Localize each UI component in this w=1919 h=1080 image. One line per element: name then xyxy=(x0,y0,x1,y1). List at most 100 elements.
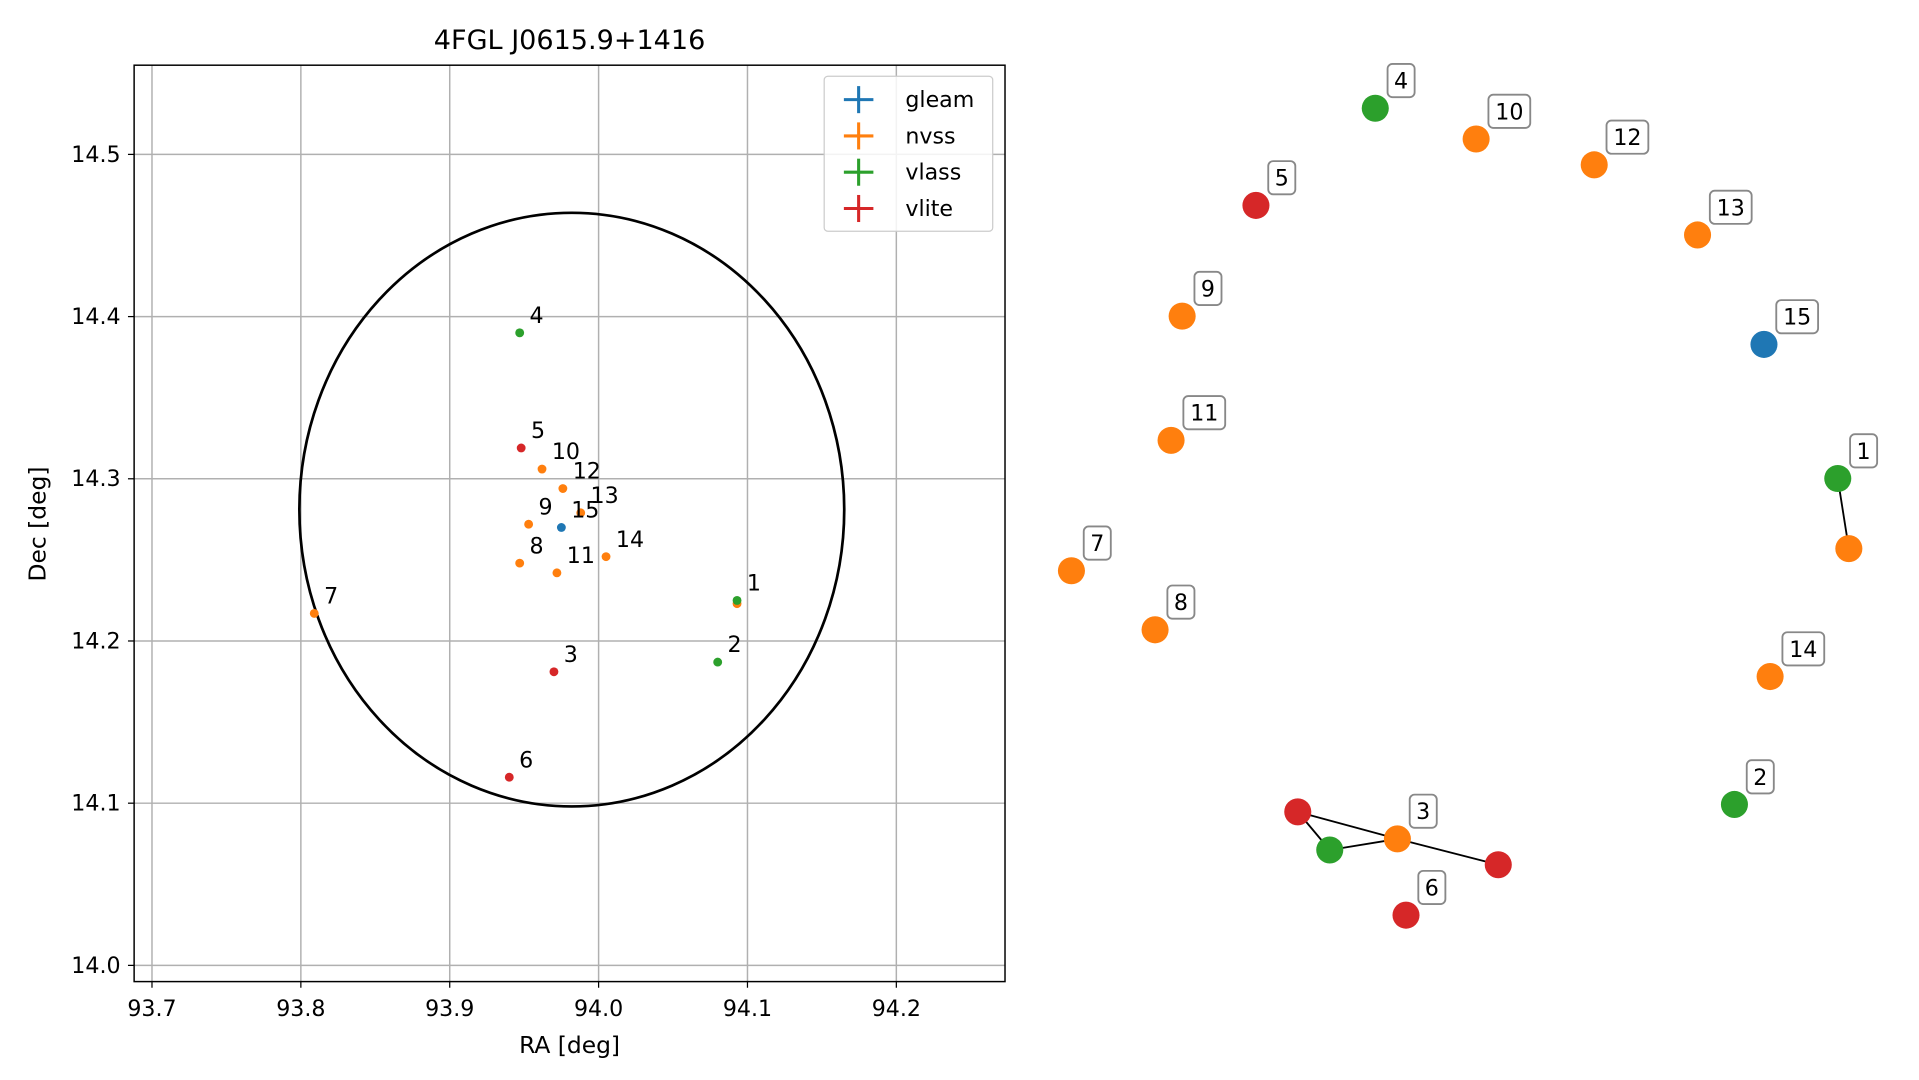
point-nvss xyxy=(552,568,562,578)
graph-node xyxy=(1824,464,1852,493)
graph-edge xyxy=(1397,838,1499,866)
graph-node-label: 5 xyxy=(1275,166,1289,192)
graph-node-label: 11 xyxy=(1190,401,1218,427)
point-label: 1 xyxy=(747,571,761,597)
y-tick-label: 14.3 xyxy=(71,466,120,492)
point-vlite xyxy=(504,772,514,782)
point-nvss xyxy=(537,464,547,474)
x-tick-label: 94.2 xyxy=(872,996,921,1022)
graph-node-label: 1 xyxy=(1857,439,1871,465)
point-label: 3 xyxy=(564,642,578,668)
point-label: 10 xyxy=(552,439,580,465)
legend-box xyxy=(823,75,994,232)
graph-node-label-box xyxy=(1166,584,1196,620)
graph-node xyxy=(1392,901,1420,929)
point-label: 14 xyxy=(616,527,644,553)
point-label: 2 xyxy=(728,632,742,658)
graph-node-label-box xyxy=(1193,270,1223,306)
point-nvss xyxy=(576,508,586,518)
graph-node-label: 12 xyxy=(1613,125,1641,151)
x-tick-label: 93.8 xyxy=(276,996,325,1022)
legend-label: gleam xyxy=(905,87,974,113)
x-tick-label: 94.1 xyxy=(723,996,772,1022)
legend-label: vlass xyxy=(905,160,961,186)
graph-node-label: 14 xyxy=(1789,637,1817,663)
point-label: 13 xyxy=(591,483,619,509)
graph-node-label: 3 xyxy=(1416,799,1430,825)
point-label: 9 xyxy=(538,494,552,520)
graph-node xyxy=(1057,557,1085,585)
graph-node xyxy=(1462,125,1490,153)
point-label: 5 xyxy=(531,418,545,444)
graph-node-label-box xyxy=(1408,793,1438,829)
point-label: 8 xyxy=(530,533,544,559)
graph-node-label: 2 xyxy=(1753,765,1767,791)
graph-node-label: 15 xyxy=(1783,305,1811,331)
graph-node-label: 7 xyxy=(1090,531,1104,557)
point-gleam xyxy=(556,523,566,532)
x-axis-label: RA [deg] xyxy=(519,1031,620,1059)
data-points xyxy=(309,328,742,782)
point-label: 6 xyxy=(519,747,533,773)
y-tick-label: 14.1 xyxy=(71,791,120,817)
graph-node xyxy=(1361,94,1389,122)
graph-node xyxy=(1750,330,1778,358)
graph-node-label-box xyxy=(1386,63,1416,99)
y-tick-label: 14.5 xyxy=(71,142,120,168)
axis-ticks: 93.7 93.8 93.9 94.0 94.1 94.2 14.0 14.1 14.2 14.3… xyxy=(71,142,921,1022)
graph-node xyxy=(1684,221,1712,249)
point-label: 7 xyxy=(324,584,338,610)
graph-node-label-box xyxy=(1745,759,1775,795)
graph-node xyxy=(1141,616,1169,644)
x-tick-label: 94.0 xyxy=(574,996,623,1022)
chart-title: 4FGL J0615.9+1416 xyxy=(434,25,705,56)
graph-node xyxy=(1835,535,1863,563)
legend: gleam nvss vlass vlite xyxy=(823,75,994,232)
axes-frame xyxy=(133,64,1006,983)
graph-node xyxy=(1157,426,1185,454)
graph-node-label-box xyxy=(1487,93,1532,129)
graph-node-label-box xyxy=(1267,160,1297,196)
graph-node-label-box xyxy=(1605,119,1650,155)
graph-node xyxy=(1316,836,1344,864)
point-nvss xyxy=(524,519,534,529)
graph-node-label-box xyxy=(1182,395,1227,431)
point-vlite xyxy=(549,667,559,677)
point-label: 11 xyxy=(567,543,595,569)
graph-node xyxy=(1580,151,1608,179)
point-vlass xyxy=(713,657,723,667)
graph-edge xyxy=(1297,810,1398,840)
y-tick-label: 14.2 xyxy=(71,628,120,654)
point-label: 4 xyxy=(530,303,544,329)
graph-node-label: 9 xyxy=(1201,276,1215,302)
graph-node-label: 13 xyxy=(1717,195,1745,221)
x-tick-label: 93.9 xyxy=(425,996,474,1022)
error-circle-layer xyxy=(298,211,846,808)
point-nvss xyxy=(558,484,568,493)
y-tick-label: 14.4 xyxy=(71,304,120,330)
graph-node-label: 8 xyxy=(1174,590,1188,616)
graph-node-label-box xyxy=(1708,189,1753,225)
graph-node xyxy=(1242,191,1270,219)
point-vlass xyxy=(732,596,742,605)
graph-node-label-box xyxy=(1417,869,1447,906)
point-label: 15 xyxy=(571,498,599,524)
error-circle xyxy=(298,211,846,808)
graph-node-label-box xyxy=(1082,525,1112,561)
point-vlite xyxy=(516,443,526,453)
y-axis-label: Dec [deg] xyxy=(24,467,52,582)
point-label: 12 xyxy=(573,459,601,485)
graph-node xyxy=(1756,663,1784,691)
graph-node-label-box xyxy=(1781,631,1826,667)
legend-label: vlite xyxy=(905,196,953,222)
point-nvss xyxy=(515,558,525,568)
graph-node xyxy=(1284,798,1312,826)
y-tick-label: 14.0 xyxy=(71,953,120,979)
point-nvss xyxy=(601,552,611,562)
point-nvss xyxy=(309,608,319,618)
